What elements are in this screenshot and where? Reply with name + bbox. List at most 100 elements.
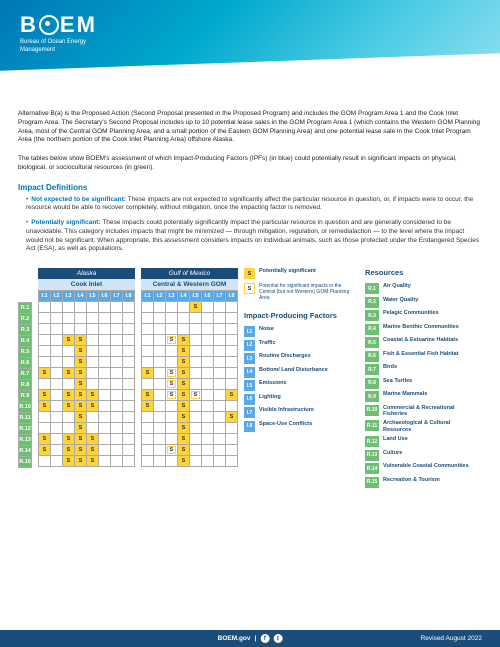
- factor-item: I.8Space-Use Conflicts: [244, 421, 359, 432]
- matrix-cell: [142, 335, 154, 346]
- matrix-cell: [154, 313, 166, 324]
- matrix-cell: S: [166, 445, 178, 456]
- row-label: R.2: [19, 314, 32, 325]
- matrix-cell: S: [87, 456, 99, 467]
- matrix-cell: [142, 434, 154, 445]
- resource-label: Air Quality: [383, 283, 475, 290]
- col-header: I.4: [178, 291, 190, 302]
- matrix-cell: [111, 379, 123, 390]
- matrix-cell: [178, 313, 190, 324]
- resource-code-box: R.13: [365, 450, 379, 461]
- matrix-cell: [202, 346, 214, 357]
- col-header: I.3: [63, 291, 75, 302]
- facebook-icon[interactable]: f: [260, 634, 269, 643]
- factors-title: Impact-Producing Factors: [244, 311, 359, 320]
- matrix-cell: [142, 302, 154, 313]
- matrix-cell: [123, 313, 135, 324]
- matrix-cell: [51, 313, 63, 324]
- resource-code-box: R.7: [365, 364, 379, 375]
- resource-item: R.1 Air Quality: [365, 283, 475, 294]
- footer-site[interactable]: BOEM.gov: [218, 635, 251, 642]
- resource-item: R.6Fish & Essential Fish Habitat: [365, 351, 475, 362]
- matrix-cell: [190, 313, 202, 324]
- matrix-cell: [166, 346, 178, 357]
- col-header: I.5: [190, 291, 202, 302]
- col-header: I.1: [39, 291, 51, 302]
- resource-item: R.8Sea Turtles: [365, 378, 475, 389]
- matrix-cell: [123, 324, 135, 335]
- matrix-cell: [154, 357, 166, 368]
- matrix-cell: S: [75, 434, 87, 445]
- col-header: I.7: [214, 291, 226, 302]
- resource-item: R.3Pelagic Communities: [365, 310, 475, 321]
- factor-item: I.7Visible Infrastructure: [244, 407, 359, 418]
- row-label: R.5: [19, 347, 32, 358]
- matrix-cell: [154, 434, 166, 445]
- matrix-cell: [51, 357, 63, 368]
- col-header: I.1: [142, 291, 154, 302]
- matrix-cell: [142, 357, 154, 368]
- legend-s-outline-box: S: [244, 283, 255, 294]
- resource-label: Birds: [383, 364, 475, 371]
- matrix-cell: [87, 379, 99, 390]
- page-footer: BOEM.gov | f t Revised August 2022: [0, 630, 500, 647]
- matrix-cell: [154, 412, 166, 423]
- col-header: I.2: [51, 291, 63, 302]
- factor-item: I.6Lighting: [244, 394, 359, 405]
- matrix-cell: [111, 434, 123, 445]
- matrix-cell: S: [63, 390, 75, 401]
- factors-list: I.1NoiseI.2TrafficI.3Routine DischargesI…: [244, 326, 359, 432]
- factor-code-box: I.8: [244, 421, 255, 432]
- gom-matrix-column: Gulf of Mexico Central & Western GOM I.1…: [141, 268, 238, 487]
- matrix-cell: [166, 456, 178, 467]
- matrix-cell: S: [178, 379, 190, 390]
- col-header: I.4: [75, 291, 87, 302]
- matrix-cell: [214, 368, 226, 379]
- matrix-cell: S: [63, 335, 75, 346]
- matrix-cell: [142, 423, 154, 434]
- matrix-cell: [51, 324, 63, 335]
- matrix-cell: [63, 313, 75, 324]
- matrix-cell: [51, 434, 63, 445]
- resource-item: R.13Culture: [365, 450, 475, 461]
- matrix-cell: [51, 412, 63, 423]
- matrix-cell: [154, 390, 166, 401]
- resource-code-box: R.1: [365, 283, 379, 294]
- resource-item: R.12Land Use: [365, 436, 475, 447]
- matrix-cell: [202, 434, 214, 445]
- matrix-cell: [142, 445, 154, 456]
- boem-logo: B EM Bureau of Ocean Energy Management: [20, 12, 97, 53]
- matrix-cell: S: [142, 390, 154, 401]
- matrix-cell: [39, 379, 51, 390]
- matrix-cell: [63, 412, 75, 423]
- factor-code-box: I.3: [244, 353, 255, 364]
- matrix-cell: [190, 379, 202, 390]
- matrix-cell: [214, 346, 226, 357]
- matrix-cell: [111, 423, 123, 434]
- matrix-cell: [111, 401, 123, 412]
- row-labels-spacer: R.1R.2R.3R.4R.5R.6R.7R.8R.9R.10R.11R.12R…: [18, 268, 32, 487]
- matrix-cell: [51, 302, 63, 313]
- matrix-cell: S: [178, 346, 190, 357]
- resource-code-box: R.9: [365, 391, 379, 402]
- row-label: R.12: [19, 424, 32, 435]
- matrix-cell: [154, 302, 166, 313]
- matrix-cell: [123, 456, 135, 467]
- twitter-icon[interactable]: t: [273, 634, 282, 643]
- matrix-cell: [166, 302, 178, 313]
- factor-label: Bottom/ Land Disturbance: [259, 367, 359, 374]
- matrix-cell: S: [178, 357, 190, 368]
- matrix-cell: [190, 368, 202, 379]
- matrix-cell: S: [75, 346, 87, 357]
- resource-item: R.5Coastal & Estuarine Habitats: [365, 337, 475, 348]
- matrix-cell: [39, 313, 51, 324]
- matrix-cell: [190, 456, 202, 467]
- matrix-cell: [226, 357, 238, 368]
- cook-inlet-area-header: Cook Inlet: [38, 279, 135, 290]
- matrix-cell: [142, 379, 154, 390]
- matrix-cell: [154, 335, 166, 346]
- matrix-cell: S: [178, 335, 190, 346]
- header-banner: B EM Bureau of Ocean Energy Management: [0, 0, 500, 82]
- resource-label: Water Quality: [383, 297, 475, 304]
- matrix-cell: S: [39, 445, 51, 456]
